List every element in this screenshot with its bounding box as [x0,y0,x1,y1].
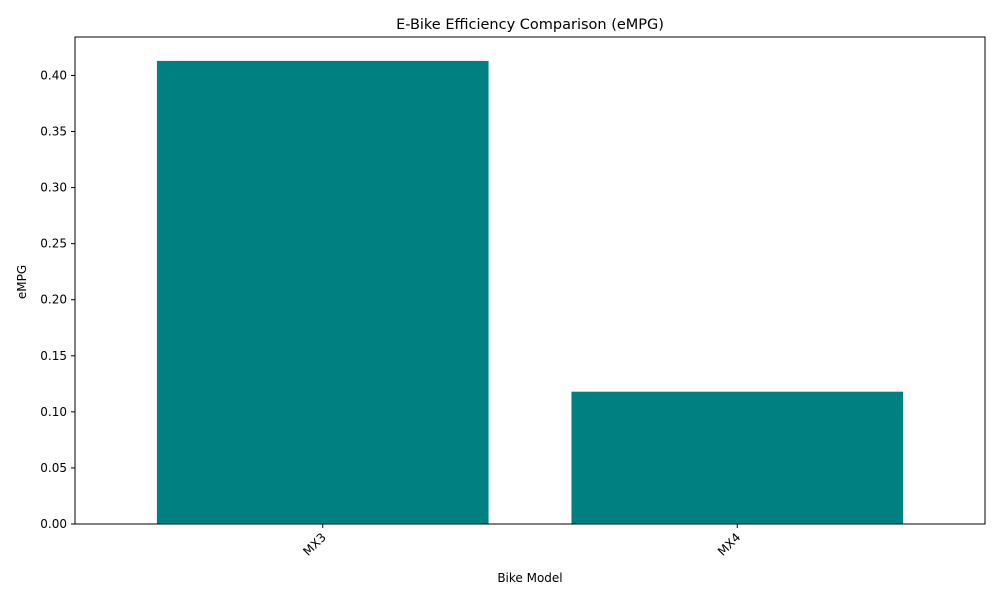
y-tick-label: 0.25 [40,237,67,251]
x-axis-label: Bike Model [497,571,562,585]
y-tick-label: 0.20 [40,293,67,307]
y-tick-label: 0.10 [40,405,67,419]
y-axis-label: eMPG [15,265,29,299]
x-axis-ticks: MX3 MX4 [300,524,743,559]
y-axis-ticks: 0.00 0.05 0.10 0.15 0.20 0.25 0.30 0.35 0.40 [40,68,75,531]
bar-mx4 [571,391,904,524]
chart-title: E-Bike Efficiency Comparison (eMPG) [396,17,664,33]
y-tick-label: 0.00 [40,517,67,531]
y-tick-label: 0.30 [40,181,67,195]
y-tick-label: 0.15 [40,349,67,363]
y-tick-label: 0.40 [40,68,67,82]
y-tick-label: 0.05 [40,461,67,475]
x-tick-label-mx3: MX3 [300,530,328,558]
bars-group [156,60,904,524]
plot-frame [74,36,986,525]
x-tick-label-mx4: MX4 [715,530,743,558]
y-tick-label: 0.35 [40,125,67,139]
bar-mx3 [156,60,489,524]
